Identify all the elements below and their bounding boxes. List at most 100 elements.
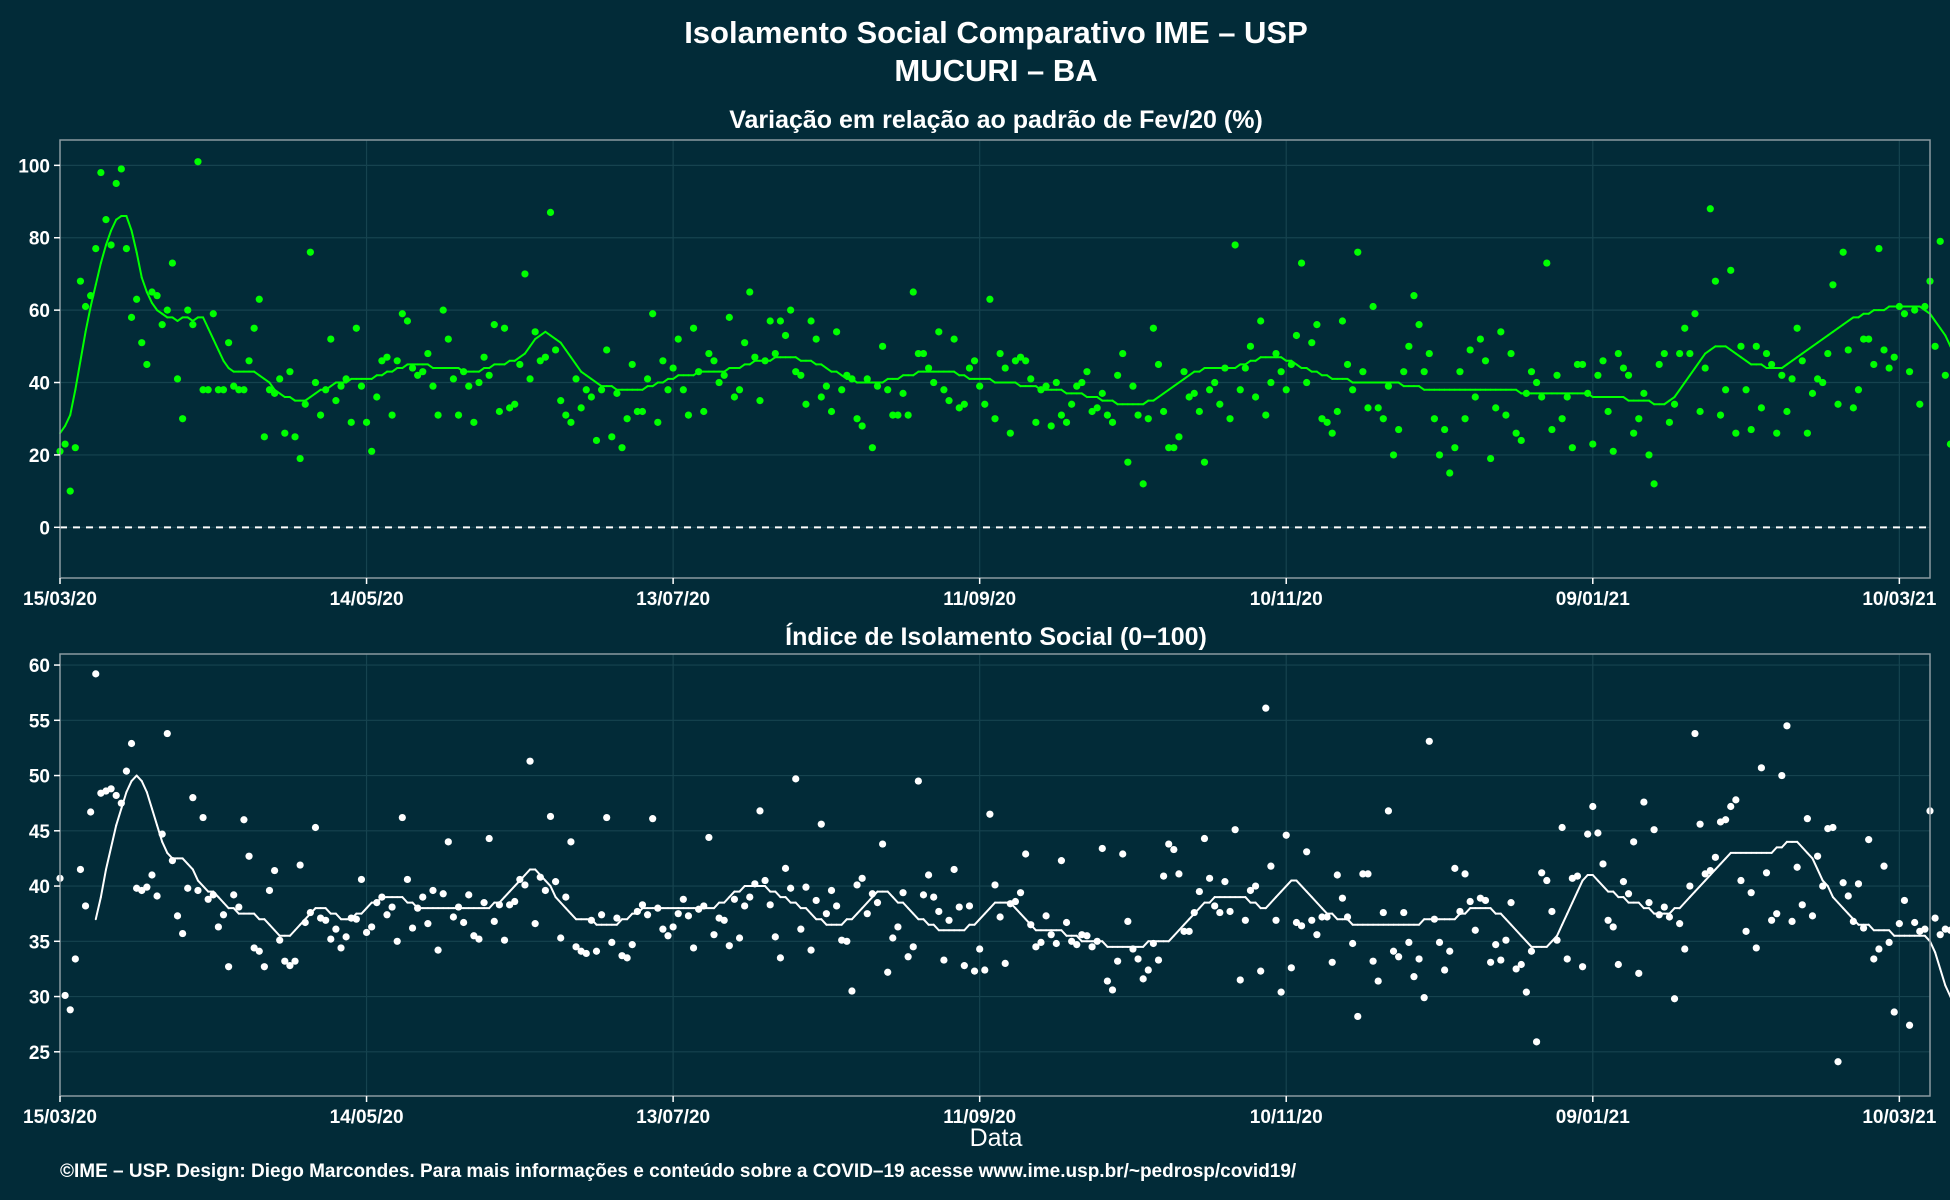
- top-ytick-label: 40: [29, 374, 50, 395]
- bottom-data-point: [689, 944, 698, 952]
- bottom-data-point: [322, 916, 330, 924]
- top-data-point: [577, 404, 585, 412]
- bottom-data-point: [1793, 863, 1801, 871]
- bottom-data-point: [930, 893, 938, 901]
- bottom-data-point: [1624, 890, 1633, 898]
- top-data-point: [1124, 458, 1132, 466]
- bottom-trend-segment: [1831, 896, 1840, 904]
- top-data-point: [1681, 324, 1689, 332]
- top-trend-segment: [988, 377, 996, 384]
- bottom-data-point: [1527, 947, 1536, 955]
- bottom-data-point: [965, 902, 974, 910]
- bottom-trend-segment: [764, 885, 772, 893]
- top-xtick-label: 10/03/21: [1862, 589, 1936, 610]
- top-data-point: [219, 386, 228, 394]
- bottom-data-point: [1788, 917, 1796, 926]
- bottom-trend-segment: [774, 890, 782, 899]
- top-data-point: [1665, 418, 1674, 426]
- bottom-trend-segment: [902, 901, 910, 910]
- top-data-point: [1349, 386, 1357, 394]
- bottom-trend-segment: [1816, 868, 1824, 882]
- top-data-point: [1180, 368, 1188, 376]
- top-trend-segment: [1821, 334, 1829, 341]
- bottom-data-point: [1803, 815, 1811, 823]
- top-data-point: [1844, 346, 1852, 354]
- top-data-point: [521, 270, 529, 278]
- top-trend-segment: [912, 370, 920, 377]
- bottom-data-point: [950, 865, 958, 874]
- top-data-point: [1277, 368, 1285, 376]
- bottom-data-point: [1706, 866, 1714, 875]
- bottom-trend-segment: [1591, 874, 1599, 882]
- top-trend-segment: [529, 338, 537, 348]
- bottom-trend-segment: [712, 901, 721, 910]
- bottom-trend-segment: [294, 923, 302, 932]
- bottom-data-point: [388, 903, 396, 911]
- bottom-trend-segment: [1801, 846, 1809, 854]
- top-data-point: [230, 382, 238, 390]
- top-data-point: [1803, 429, 1811, 437]
- top-data-point: [526, 375, 534, 383]
- top-trend-segment: [1816, 338, 1824, 344]
- bottom-trend-segment: [1867, 923, 1875, 932]
- bottom-data-point: [1359, 870, 1367, 878]
- bottom-data-point: [306, 908, 314, 917]
- bottom-data-point: [1655, 911, 1663, 919]
- bottom-trend-segment: [810, 912, 818, 921]
- top-trend-segment: [1295, 363, 1303, 370]
- bottom-trend-segment: [978, 912, 986, 921]
- top-data-point: [1052, 378, 1060, 387]
- bottom-trend-segment: [1101, 940, 1109, 948]
- top-data-point: [1093, 404, 1101, 412]
- bottom-data-point: [1676, 920, 1684, 928]
- top-data-point: [833, 328, 841, 336]
- top-data-point: [1078, 378, 1086, 387]
- bottom-ytick-label: 30: [29, 988, 50, 1009]
- top-data-point: [1262, 411, 1270, 419]
- bottom-data-point: [552, 878, 560, 886]
- top-data-point: [204, 386, 212, 394]
- top-data-point: [1701, 364, 1709, 372]
- top-data-point: [1379, 415, 1387, 423]
- bottom-data-point: [822, 910, 830, 918]
- top-trend-segment: [145, 291, 153, 304]
- bottom-trend-segment: [125, 780, 133, 794]
- top-data-point: [81, 302, 90, 311]
- bottom-trend-segment: [1295, 879, 1303, 888]
- top-data-point: [1604, 407, 1612, 416]
- bottom-trend-segment: [549, 885, 557, 899]
- top-trend-segment: [268, 381, 276, 391]
- bottom-trend-segment: [222, 901, 230, 910]
- top-data-point: [1507, 349, 1515, 358]
- bottom-data-point: [153, 892, 161, 900]
- bottom-data-point: [802, 883, 810, 891]
- top-xtick-label: 15/03/20: [23, 589, 97, 610]
- top-data-point: [1798, 357, 1806, 365]
- top-data-point: [1369, 302, 1377, 311]
- bottom-data-point: [107, 785, 115, 793]
- top-data-point: [225, 339, 233, 347]
- top-trend-segment: [1418, 385, 1426, 391]
- bottom-data-point: [1149, 939, 1157, 948]
- top-data-point: [700, 407, 708, 416]
- bottom-data-point: [1190, 908, 1198, 917]
- bottom-data-point: [817, 820, 825, 828]
- top-data-point: [1246, 342, 1255, 350]
- bottom-data-point: [1165, 840, 1173, 848]
- top-data-point: [66, 487, 74, 495]
- bottom-data-point: [460, 918, 468, 927]
- top-trend-segment: [1688, 367, 1696, 377]
- bottom-trend-segment: [1576, 879, 1584, 893]
- bottom-data-point: [776, 954, 785, 962]
- bottom-trend-segment: [186, 862, 194, 871]
- bottom-data-point: [633, 907, 641, 916]
- bottom-data-point: [899, 889, 907, 897]
- top-trend-segment: [1929, 312, 1937, 322]
- bottom-trend-segment: [1566, 901, 1574, 915]
- bottom-data-point: [592, 947, 601, 955]
- top-data-point: [1364, 404, 1372, 412]
- top-data-point: [1200, 458, 1209, 466]
- top-data-point: [715, 378, 723, 387]
- top-trend-segment: [1796, 352, 1804, 359]
- top-data-point: [1696, 407, 1704, 416]
